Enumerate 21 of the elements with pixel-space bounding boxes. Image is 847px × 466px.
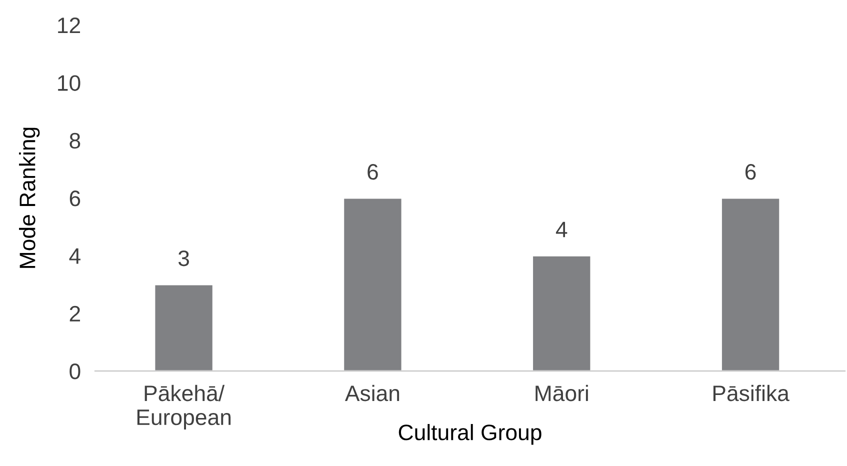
y-tick-label: 10 bbox=[58, 75, 80, 91]
bar bbox=[532, 254, 592, 371]
x-tick-label: Māori bbox=[536, 384, 588, 402]
y-tick-label: 2 bbox=[70, 306, 80, 322]
x-tick-label: Pākehā/ European bbox=[137, 384, 231, 430]
data-label: 6 bbox=[745, 164, 756, 180]
bar bbox=[154, 284, 214, 371]
data-label: 3 bbox=[178, 250, 189, 266]
y-tick-label: 12 bbox=[58, 18, 80, 34]
y-axis-title: Mode Ranking bbox=[19, 128, 40, 268]
y-tick-label: 4 bbox=[69, 248, 80, 264]
x-axis-title: Cultural Group bbox=[398, 424, 542, 445]
y-tick-label: 0 bbox=[70, 364, 80, 380]
x-tick-label: Pāsifika bbox=[713, 384, 790, 402]
data-label: 6 bbox=[368, 164, 378, 180]
bar bbox=[720, 197, 781, 371]
bar bbox=[342, 197, 403, 371]
y-tick-label: 8 bbox=[70, 132, 80, 149]
y-tick-label: 6 bbox=[70, 190, 80, 206]
x-tick-label: Asian bbox=[344, 384, 400, 402]
data-label: 4 bbox=[556, 222, 568, 238]
